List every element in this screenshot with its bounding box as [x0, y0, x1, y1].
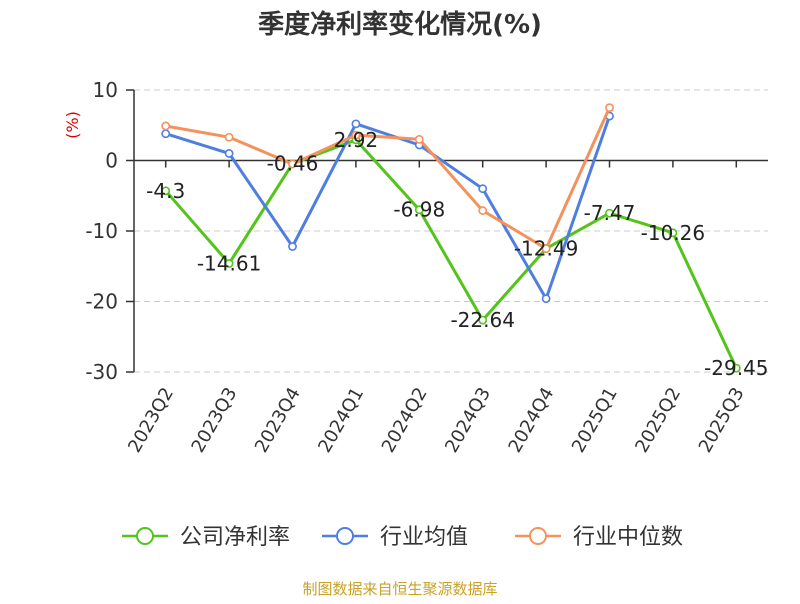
legend-label: 行业中位数: [573, 525, 683, 550]
data-label: -22.64: [450, 308, 514, 332]
x-tick-label: 2024Q1: [314, 384, 368, 456]
data-label: -0.46: [267, 152, 319, 176]
data-point[interactable]: [605, 103, 614, 113]
x-tick-label: 2025Q2: [631, 384, 685, 456]
x-tick-label: 2024Q2: [378, 384, 432, 456]
data-point[interactable]: [414, 134, 424, 144]
data-point[interactable]: [668, 228, 678, 238]
y-axis-unit: (%): [63, 111, 82, 139]
data-label: -6.98: [393, 198, 445, 222]
data-label: 2.92: [334, 128, 379, 152]
legend-marker: [336, 527, 354, 545]
chart-title: 季度净利率变化情况(%): [258, 9, 542, 40]
data-point[interactable]: [351, 130, 361, 140]
data-label: -14.61: [197, 252, 261, 276]
y-tick-label: 0: [105, 149, 118, 173]
series-line-1: [164, 138, 738, 369]
series-line-3: [165, 106, 611, 251]
data-labels: -4.3 -14.61 -0.46 2.92 -6.98 -22.64 -12.49-7.4…: [146, 128, 768, 380]
data-point[interactable]: [161, 121, 171, 131]
data-label: -7.47: [584, 201, 636, 225]
data-label: -10.26: [641, 221, 705, 245]
data-point[interactable]: [224, 149, 234, 158]
legend-label: 公司净利率: [180, 525, 290, 550]
data-point[interactable]: [288, 159, 297, 169]
data-point[interactable]: [351, 119, 361, 129]
data-point[interactable]: [224, 259, 234, 268]
data-point[interactable]: [478, 206, 488, 215]
data-point[interactable]: [541, 294, 551, 304]
legend-item-1[interactable]: 公司净利率: [122, 525, 290, 550]
x-tick-label: 2023Q2: [124, 384, 178, 456]
data-point[interactable]: [161, 186, 171, 196]
x-tick-label: 2023Q4: [251, 384, 305, 456]
legend-item-2[interactable]: 行业均值: [322, 525, 468, 550]
data-point[interactable]: [414, 205, 424, 215]
source-note: 制图数据来自恒生聚源数据库: [302, 580, 497, 598]
legend-label: 行业均值: [380, 525, 468, 550]
data-point[interactable]: [478, 315, 488, 325]
data-point[interactable]: [731, 363, 741, 373]
series-group: [161, 103, 741, 373]
x-tick-label: 2023Q3: [188, 384, 242, 456]
grid-lines: [134, 89, 768, 373]
data-label: -12.49: [514, 237, 578, 261]
data-label: -4.3: [146, 179, 185, 203]
data-point[interactable]: [541, 244, 551, 254]
data-label: -29.45: [704, 356, 768, 380]
data-point[interactable]: [288, 242, 297, 251]
x-tick-label: 2024Q4: [505, 384, 559, 456]
x-tick-label: 2025Q1: [568, 384, 622, 456]
data-point[interactable]: [605, 208, 614, 218]
legend-marker: [529, 527, 547, 545]
data-point[interactable]: [224, 132, 234, 142]
legend[interactable]: 公司净利率 行业均值 行业中位数: [122, 525, 683, 550]
data-point[interactable]: [478, 184, 488, 194]
x-tick-label: 2025Q3: [695, 384, 749, 456]
y-axis-ticks: 10 0 -10 -20 -30: [85, 78, 134, 384]
y-tick-label: -20: [85, 290, 118, 314]
legend-marker: [136, 527, 154, 545]
y-tick-label: -30: [85, 360, 118, 384]
data-point[interactable]: [161, 129, 171, 139]
legend-item-3[interactable]: 行业中位数: [515, 525, 683, 550]
y-tick-label: 10: [93, 78, 118, 102]
series-line-2: [165, 115, 611, 301]
y-tick-label: -10: [85, 219, 118, 243]
x-tick-label: 2024Q3: [441, 384, 495, 456]
